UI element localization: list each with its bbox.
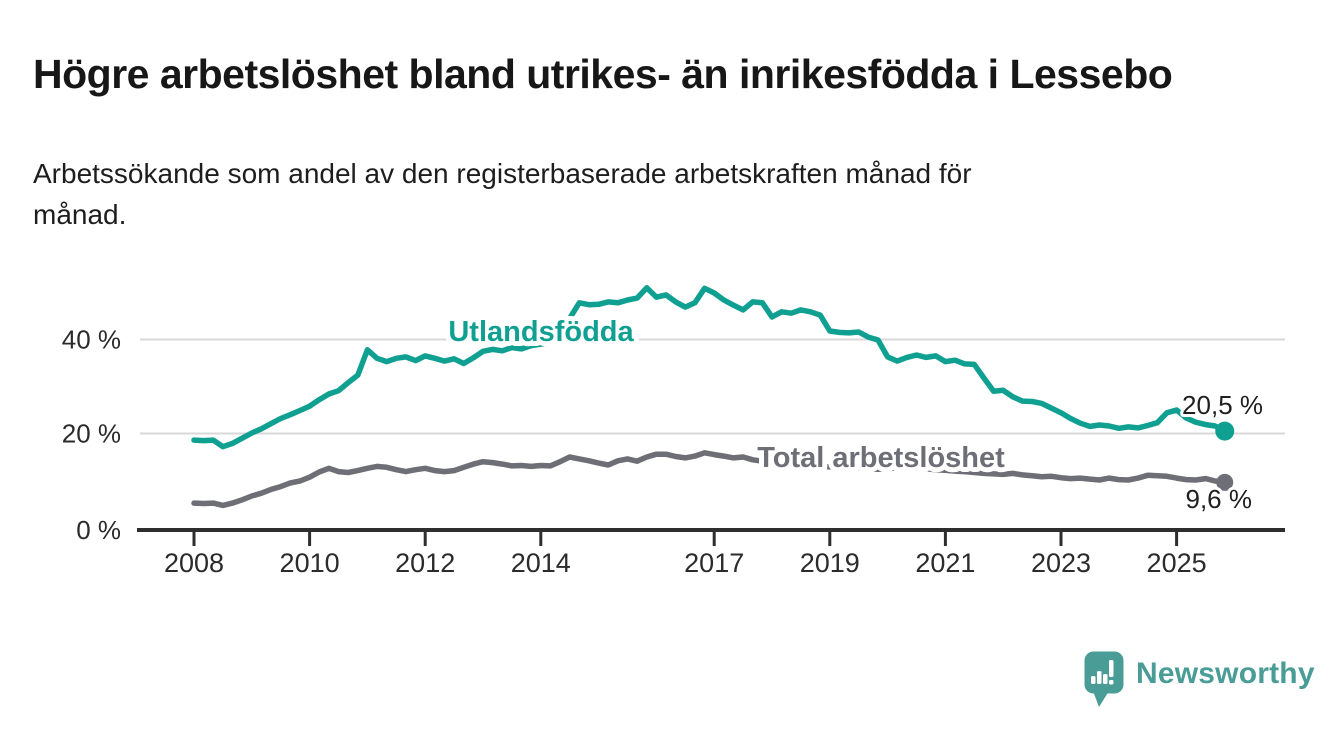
newsworthy-logo-icon	[1084, 651, 1124, 707]
newsworthy-logo: Newsworthy	[1084, 651, 1315, 708]
series-end-dot	[1215, 421, 1235, 441]
series-end-dot	[1216, 473, 1234, 491]
series-line-utlandsf-dda	[191, 285, 1228, 450]
series-line-total-arbetsl-shet	[191, 450, 1228, 509]
newsworthy-logo-text: Newsworthy	[1136, 657, 1315, 690]
series-end-value-label: 9,6 %	[1186, 484, 1253, 514]
x-tick-label: 2017	[684, 548, 744, 578]
x-tick-label: 2012	[395, 548, 455, 578]
x-tick-label: 2023	[1031, 548, 1091, 578]
chart-subtitle: Arbetssökande som andel av den registerb…	[33, 158, 972, 230]
y-tick-label: 0 %	[76, 515, 121, 545]
page-title: Högre arbetslöshet bland utrikes- än inr…	[33, 51, 1173, 98]
y-tick-label: 20 %	[62, 419, 121, 449]
x-tick-label: 2014	[511, 548, 571, 578]
series-label: Utlandsfödda	[448, 316, 634, 348]
x-tick-label: 2025	[1147, 548, 1207, 578]
x-tick-label: 2010	[280, 548, 340, 578]
x-tick-label: 2019	[800, 548, 860, 578]
x-tick-label: 2021	[915, 548, 975, 578]
y-tick-label: 40 %	[62, 325, 121, 355]
series-end-value-label: 20,5 %	[1182, 390, 1263, 420]
series-label: Total arbetslöshet	[757, 442, 1005, 474]
x-tick-label: 2008	[164, 548, 224, 578]
